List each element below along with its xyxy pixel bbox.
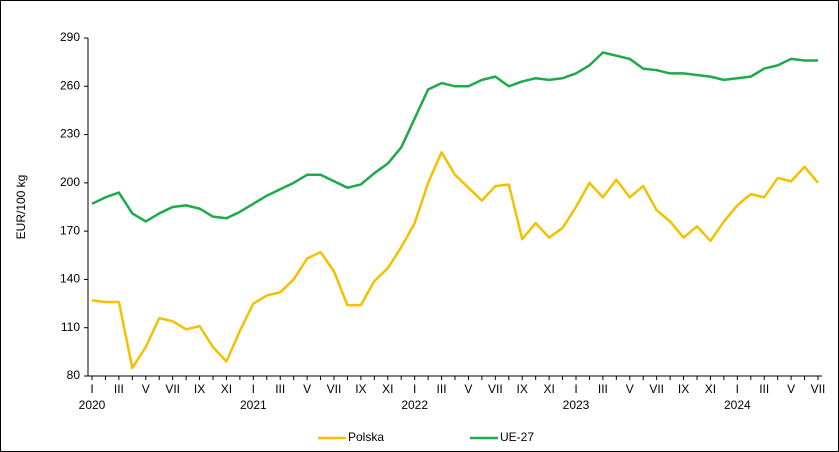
y-tick-label: 290 <box>60 30 80 44</box>
x-tick-label: XI <box>221 382 232 396</box>
x-year-label: 2021 <box>240 398 267 412</box>
x-tick-label: V <box>626 382 634 396</box>
series-line <box>91 151 819 370</box>
x-year-label: 2022 <box>401 398 428 412</box>
x-tick-label: V <box>303 382 311 396</box>
x-tick-label: III <box>598 382 608 396</box>
x-tick-label: XI <box>705 382 716 396</box>
x-tick-label: I <box>574 382 577 396</box>
legend-label: UE-27 <box>500 430 534 444</box>
x-year-label: 2023 <box>563 398 590 412</box>
x-year-label: 2024 <box>724 398 751 412</box>
x-tick-label: I <box>252 382 255 396</box>
x-tick-label: VII <box>165 382 180 396</box>
x-tick-label: III <box>759 382 769 396</box>
x-tick-label: IX <box>517 382 528 396</box>
x-tick-label: VII <box>649 382 664 396</box>
legend-label: Polska <box>348 430 384 444</box>
x-year-label: 2020 <box>79 398 106 412</box>
x-tick-label: I <box>90 382 93 396</box>
y-tick-label: 80 <box>67 368 81 382</box>
x-tick-label: XI <box>543 382 554 396</box>
series-line <box>91 51 818 223</box>
x-tick-label: VII <box>327 382 342 396</box>
x-tick-label: I <box>413 382 416 396</box>
x-tick-label: III <box>437 382 447 396</box>
y-tick-label: 260 <box>60 78 80 92</box>
y-tick-label: 170 <box>60 223 80 237</box>
x-tick-label: IX <box>678 382 689 396</box>
x-tick-label: V <box>464 382 472 396</box>
x-tick-label: XI <box>382 382 393 396</box>
x-tick-label: VII <box>488 382 503 396</box>
y-tick-label: 230 <box>60 127 80 141</box>
y-tick-label: 140 <box>60 272 80 286</box>
x-tick-label: III <box>275 382 285 396</box>
x-tick-label: IX <box>194 382 205 396</box>
x-tick-label: IX <box>355 382 366 396</box>
x-tick-label: I <box>736 382 739 396</box>
x-tick-label: V <box>142 382 150 396</box>
y-tick-label: 110 <box>61 320 80 334</box>
x-tick-label: VII <box>811 382 826 396</box>
y-axis-label: EUR/100 kg <box>14 175 28 240</box>
x-tick-label: V <box>787 382 795 396</box>
x-tick-label: III <box>114 382 124 396</box>
y-tick-label: 200 <box>60 175 80 189</box>
